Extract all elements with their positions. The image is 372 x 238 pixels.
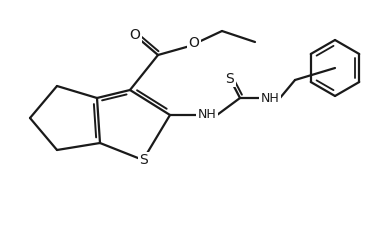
Text: O: O: [129, 28, 141, 42]
Text: S: S: [140, 153, 148, 167]
Text: S: S: [226, 72, 234, 86]
Text: NH: NH: [198, 109, 217, 122]
Text: NH: NH: [261, 91, 279, 104]
Text: O: O: [189, 36, 199, 50]
